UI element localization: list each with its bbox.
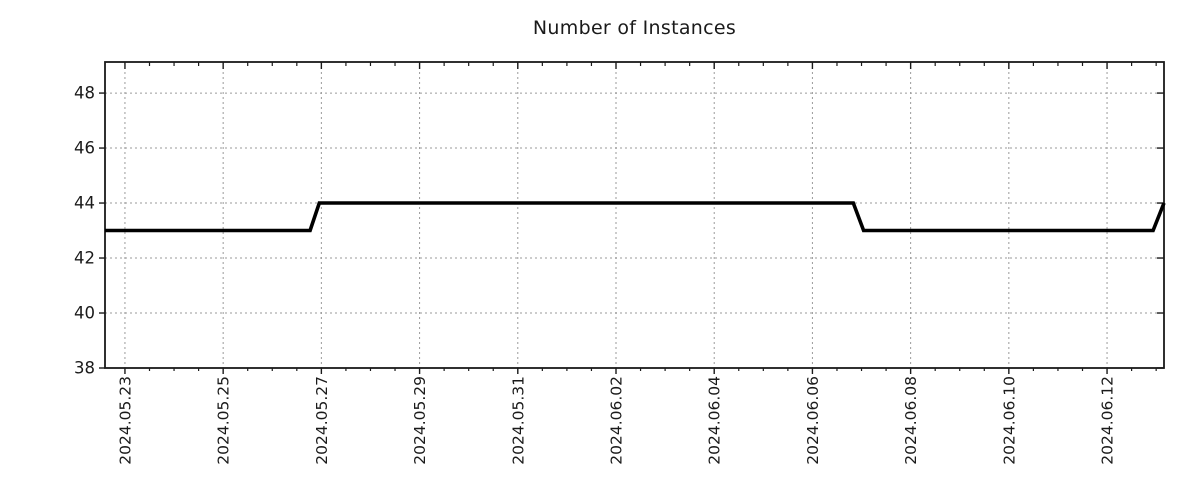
plot-border xyxy=(104,61,1165,369)
x-tick-label: 2024.05.23 xyxy=(116,376,134,465)
chart-title: Number of Instances xyxy=(532,17,737,39)
y-tick-label: 42 xyxy=(74,249,95,268)
y-tick-label: 38 xyxy=(74,359,95,378)
x-tick-label: 2024.06.12 xyxy=(1099,376,1117,465)
series-line xyxy=(105,201,1166,233)
x-tick-label: 2024.06.02 xyxy=(608,376,626,465)
x-tick-label: 2024.05.31 xyxy=(509,376,527,465)
x-tick-label: 2024.05.27 xyxy=(313,376,331,465)
x-tick-label: 2024.06.10 xyxy=(1000,376,1018,465)
y-tick-label: 44 xyxy=(74,194,95,213)
x-tick-label: 2024.06.06 xyxy=(804,376,822,465)
x-tick-label: 2024.06.08 xyxy=(902,376,920,465)
x-tick-label: 2024.06.04 xyxy=(706,376,724,465)
x-tick-label: 2024.05.25 xyxy=(215,376,233,465)
x-tick-label: 2024.05.29 xyxy=(411,376,429,465)
y-tick-label: 48 xyxy=(74,84,95,103)
y-tick-label: 40 xyxy=(74,304,95,323)
y-tick-label: 46 xyxy=(74,139,95,158)
